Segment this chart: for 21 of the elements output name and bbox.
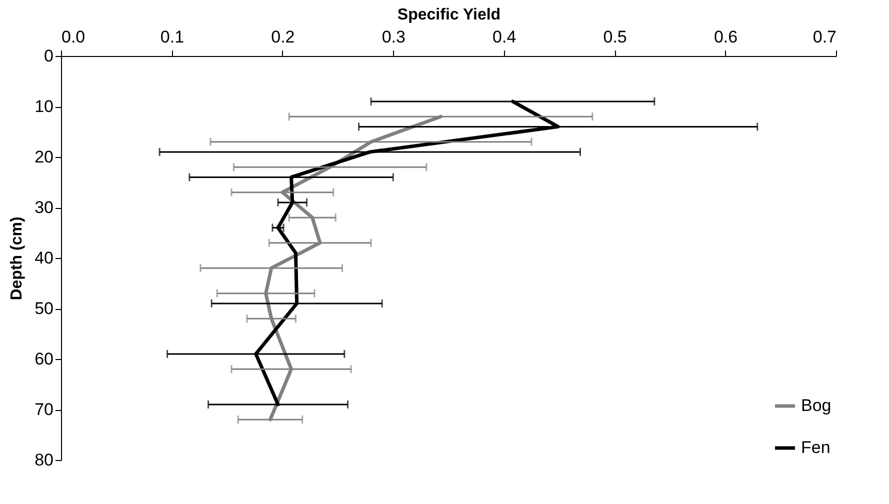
x-tick-label: 0.1 bbox=[160, 28, 184, 46]
y-tick-label: 80 bbox=[34, 450, 54, 470]
y-tick-label: 10 bbox=[34, 97, 54, 116]
x-tick-label: 0.4 bbox=[492, 28, 516, 46]
y-axis-title: Depth (cm) bbox=[8, 216, 26, 300]
y-tick-label: 40 bbox=[34, 248, 54, 268]
legend-label: Bog bbox=[801, 396, 832, 415]
y-tick-label: 20 bbox=[34, 148, 54, 166]
x-tick-label: 0.7 bbox=[812, 28, 836, 46]
y-tick-label: 0 bbox=[44, 46, 54, 66]
y-tick-label: 60 bbox=[34, 350, 54, 368]
x-tick-label: 0.2 bbox=[271, 28, 295, 46]
y-tick-label: 50 bbox=[34, 299, 54, 318]
x-tick-label: 0.6 bbox=[714, 28, 738, 46]
x-tick-label: 0.5 bbox=[603, 28, 627, 46]
x-tick-label: 0.0 bbox=[62, 28, 86, 46]
y-tick-label: 30 bbox=[34, 198, 54, 217]
legend-label: Fen bbox=[801, 438, 830, 457]
x-axis-title: Specific Yield bbox=[397, 6, 501, 24]
y-tick-label: 70 bbox=[34, 400, 54, 419]
x-tick-label: 0.3 bbox=[382, 28, 406, 46]
